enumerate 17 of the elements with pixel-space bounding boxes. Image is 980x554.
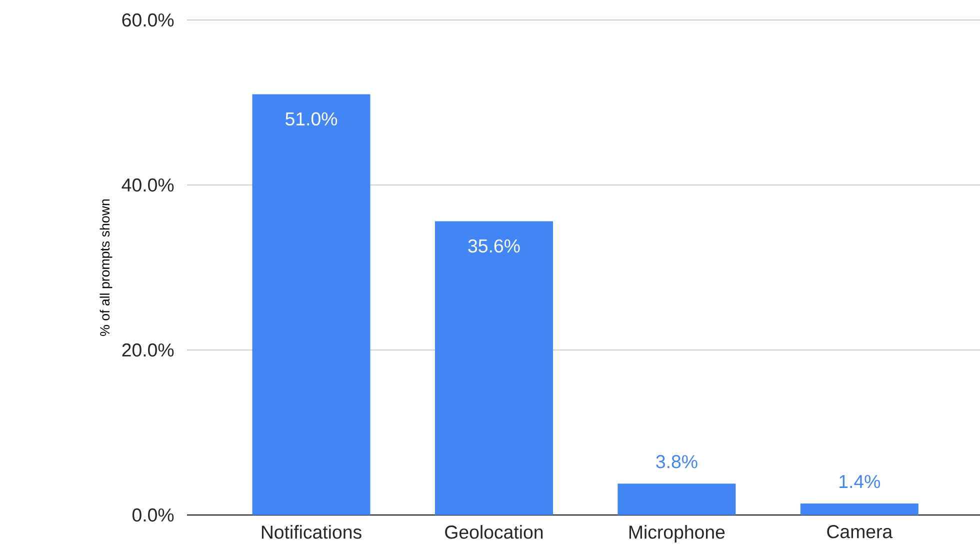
x-tick-label: Microphone [629, 525, 725, 542]
data-label: 35.6% [468, 239, 520, 253]
data-label: 1.4% [840, 475, 880, 488]
x-tick-label: Geolocation [445, 525, 543, 539]
y-axis-title: % of all prompts shown [100, 199, 112, 336]
data-label: 51.0% [286, 112, 338, 126]
bar [618, 484, 736, 515]
bar [252, 94, 370, 515]
bar [800, 503, 918, 515]
y-tick-label: 0.0% [132, 508, 174, 522]
x-tick-label: Camera [827, 525, 893, 538]
data-label: 3.8% [656, 455, 698, 468]
y-tick-label: 60.0% [122, 13, 174, 27]
x-tick-label: Notifications [262, 525, 362, 539]
y-tick-label: 20.0% [122, 343, 174, 357]
bar [434, 221, 553, 515]
y-tick-label: 40.0% [122, 178, 174, 192]
